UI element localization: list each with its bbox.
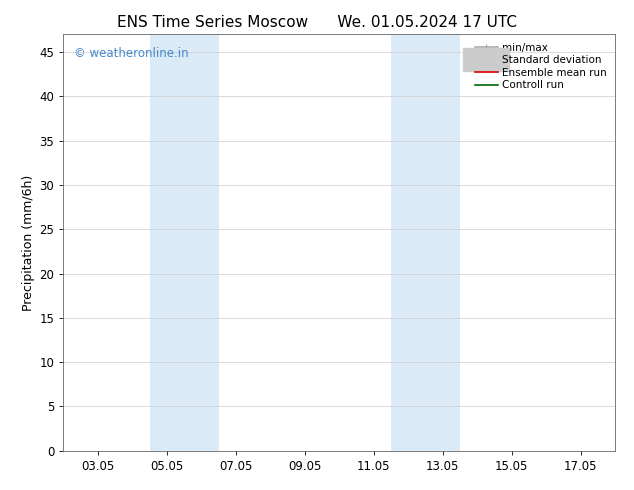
Text: ENS Time Series Moscow      We. 01.05.2024 17 UTC: ENS Time Series Moscow We. 01.05.2024 17… bbox=[117, 15, 517, 30]
Bar bbox=[391, 34, 460, 451]
Legend: min/max, Standard deviation, Ensemble mean run, Controll run: min/max, Standard deviation, Ensemble me… bbox=[472, 40, 610, 94]
Text: © weatheronline.in: © weatheronline.in bbox=[74, 47, 189, 60]
Y-axis label: Precipitation (mm/6h): Precipitation (mm/6h) bbox=[22, 174, 36, 311]
Bar bbox=[150, 34, 219, 451]
